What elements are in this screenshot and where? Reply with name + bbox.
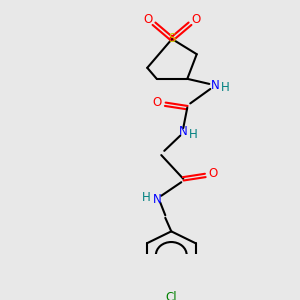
Text: N: N xyxy=(211,79,220,92)
Text: H: H xyxy=(221,81,230,94)
Text: N: N xyxy=(153,193,162,206)
Text: O: O xyxy=(191,13,201,26)
Text: O: O xyxy=(143,13,153,26)
Text: Cl: Cl xyxy=(166,291,177,300)
Text: N: N xyxy=(179,125,188,138)
Text: H: H xyxy=(142,191,151,204)
Text: H: H xyxy=(189,128,198,141)
Text: S: S xyxy=(168,32,176,46)
Text: O: O xyxy=(153,96,162,109)
Text: O: O xyxy=(209,167,218,180)
